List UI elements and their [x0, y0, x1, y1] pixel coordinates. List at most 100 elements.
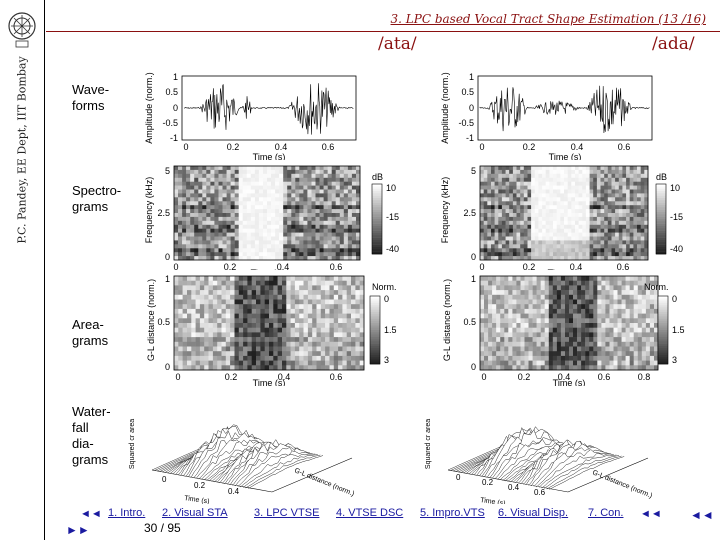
- areagram-cell: [303, 299, 309, 305]
- areagram-cell: [282, 318, 287, 324]
- spectrogram-cell: [538, 209, 543, 214]
- xtick: 0.2: [482, 478, 494, 487]
- areagram-cell: [195, 337, 201, 343]
- footer-link-visual-sta[interactable]: 2. Visual STA: [162, 507, 228, 519]
- areagram-ada-chart: G-L distance (norm.) 1 0.5 0 0 0.2 0.4 0…: [436, 270, 716, 388]
- areagram-cell: [351, 313, 356, 319]
- spectrogram-cell: [230, 185, 235, 190]
- spectrogram-cell: [351, 166, 357, 171]
- areagram-cell: [544, 290, 549, 296]
- nav-forward-button[interactable]: ►►: [66, 523, 90, 537]
- spectrogram-cell: [483, 224, 488, 229]
- spectrogram-cell: [279, 232, 284, 237]
- spectrogram-cell: [331, 256, 336, 261]
- areagram-cell: [342, 294, 347, 300]
- spectrogram-cell: [483, 213, 488, 218]
- spectrogram-cell: [516, 236, 521, 241]
- spectrogram-cell: [534, 209, 539, 214]
- spectrogram-cell: [347, 244, 353, 249]
- areagram-cell: [230, 337, 235, 343]
- areagram-cell: [264, 318, 270, 324]
- spectrogram-cell: [516, 181, 521, 186]
- spectrogram-cell: [238, 169, 243, 175]
- colorbar-step: [372, 249, 382, 252]
- areagram-cell: [609, 346, 614, 352]
- nav-home-button[interactable]: ◄◄: [640, 508, 662, 520]
- areagram-cell: [637, 313, 643, 319]
- areagram-cell: [613, 280, 618, 286]
- areagram-cell: [359, 285, 365, 291]
- nav-back-button[interactable]: ◄◄: [80, 508, 102, 520]
- areagram-cell: [221, 323, 227, 328]
- spectrogram-cell: [271, 232, 276, 237]
- spectrogram-cell: [356, 213, 361, 218]
- areagram-cell: [221, 280, 227, 286]
- spectrogram-cell: [626, 248, 631, 253]
- spectrogram-cell: [299, 248, 304, 253]
- areagram-cell: [299, 276, 304, 281]
- footer-link-intro[interactable]: 1. Intro.: [108, 507, 146, 519]
- areagram-cell: [480, 285, 485, 291]
- footer-link-visual-disp[interactable]: 6. Visual Disp.: [498, 507, 569, 519]
- areagram-cell: [225, 285, 231, 291]
- footer-link-lpc-vtse[interactable]: 3. LPC VTSE: [254, 507, 320, 519]
- areagram-cell: [556, 299, 562, 305]
- spectrogram-cell: [582, 177, 587, 182]
- areagram-cell: [565, 360, 570, 366]
- areagram-cell: [633, 280, 638, 286]
- spectrogram-cell: [578, 177, 583, 182]
- spectrogram-cell: [494, 236, 499, 241]
- spectrogram-cell: [194, 173, 199, 178]
- areagram-cell: [540, 337, 545, 343]
- spectrogram-cell: [545, 220, 550, 225]
- spectrogram-cell: [498, 181, 503, 186]
- spectrogram-cell: [198, 189, 203, 194]
- spectrogram-cell: [582, 193, 587, 198]
- spectrogram-cell: [238, 181, 243, 186]
- areagram-cell: [500, 337, 505, 343]
- areagram-cell: [260, 341, 265, 347]
- spectrogram-cell: [218, 244, 223, 249]
- spectrogram-cell: [202, 216, 207, 222]
- spectrogram-cell: [564, 216, 568, 222]
- footer-link-vtse-dsc[interactable]: 4. VTSE DSC: [336, 507, 404, 519]
- areagram-cell: [544, 327, 549, 333]
- spectrogram-cell: [331, 181, 336, 186]
- spectrogram-cell: [319, 256, 324, 261]
- spectrogram-cell: [335, 236, 340, 241]
- areagram-cell: [500, 308, 505, 314]
- spectrogram-cell: [254, 205, 260, 210]
- areagram-cell: [299, 365, 304, 371]
- spectrogram-cell: [542, 177, 547, 182]
- spectrogram-cell: [186, 236, 191, 241]
- footer-link-con[interactable]: 7. Con.: [588, 507, 624, 519]
- areagram-cell: [234, 341, 240, 347]
- areagram-cell: [637, 308, 643, 314]
- areagram-cell: [605, 285, 610, 291]
- colorbar-step: [658, 296, 668, 299]
- colorbar-step: [372, 195, 382, 199]
- areagram-cell: [585, 360, 590, 366]
- spectrogram-cell: [242, 232, 247, 237]
- areagram-cell: [649, 332, 655, 338]
- spectrogram-cell: [567, 220, 572, 225]
- spectrogram-cell: [611, 185, 616, 190]
- areagram-cell: [613, 304, 618, 310]
- spectrogram-cell: [202, 240, 207, 245]
- areagram-cell: [654, 341, 659, 347]
- ytick: 0: [173, 103, 178, 113]
- spectrogram-cell: [538, 197, 543, 202]
- footer-link-impro-vts[interactable]: 5. Impro.VTS: [420, 507, 485, 519]
- spectrogram-cell: [582, 185, 587, 190]
- spectrogram-cell: [242, 213, 247, 218]
- areagram-cell: [273, 290, 278, 296]
- spectrogram-cell: [644, 169, 649, 175]
- nav-previous-button[interactable]: ◄◄: [690, 508, 714, 522]
- spectrogram-cell: [295, 189, 300, 194]
- spectrogram-cell: [307, 189, 312, 194]
- areagram-cell: [316, 276, 322, 281]
- areagram-cell: [581, 337, 586, 343]
- spectrogram-cell: [258, 166, 264, 171]
- areagram-cell: [516, 318, 521, 324]
- slide-title[interactable]: 3. LPC based Vocal Tract Shape Estimatio…: [390, 12, 706, 26]
